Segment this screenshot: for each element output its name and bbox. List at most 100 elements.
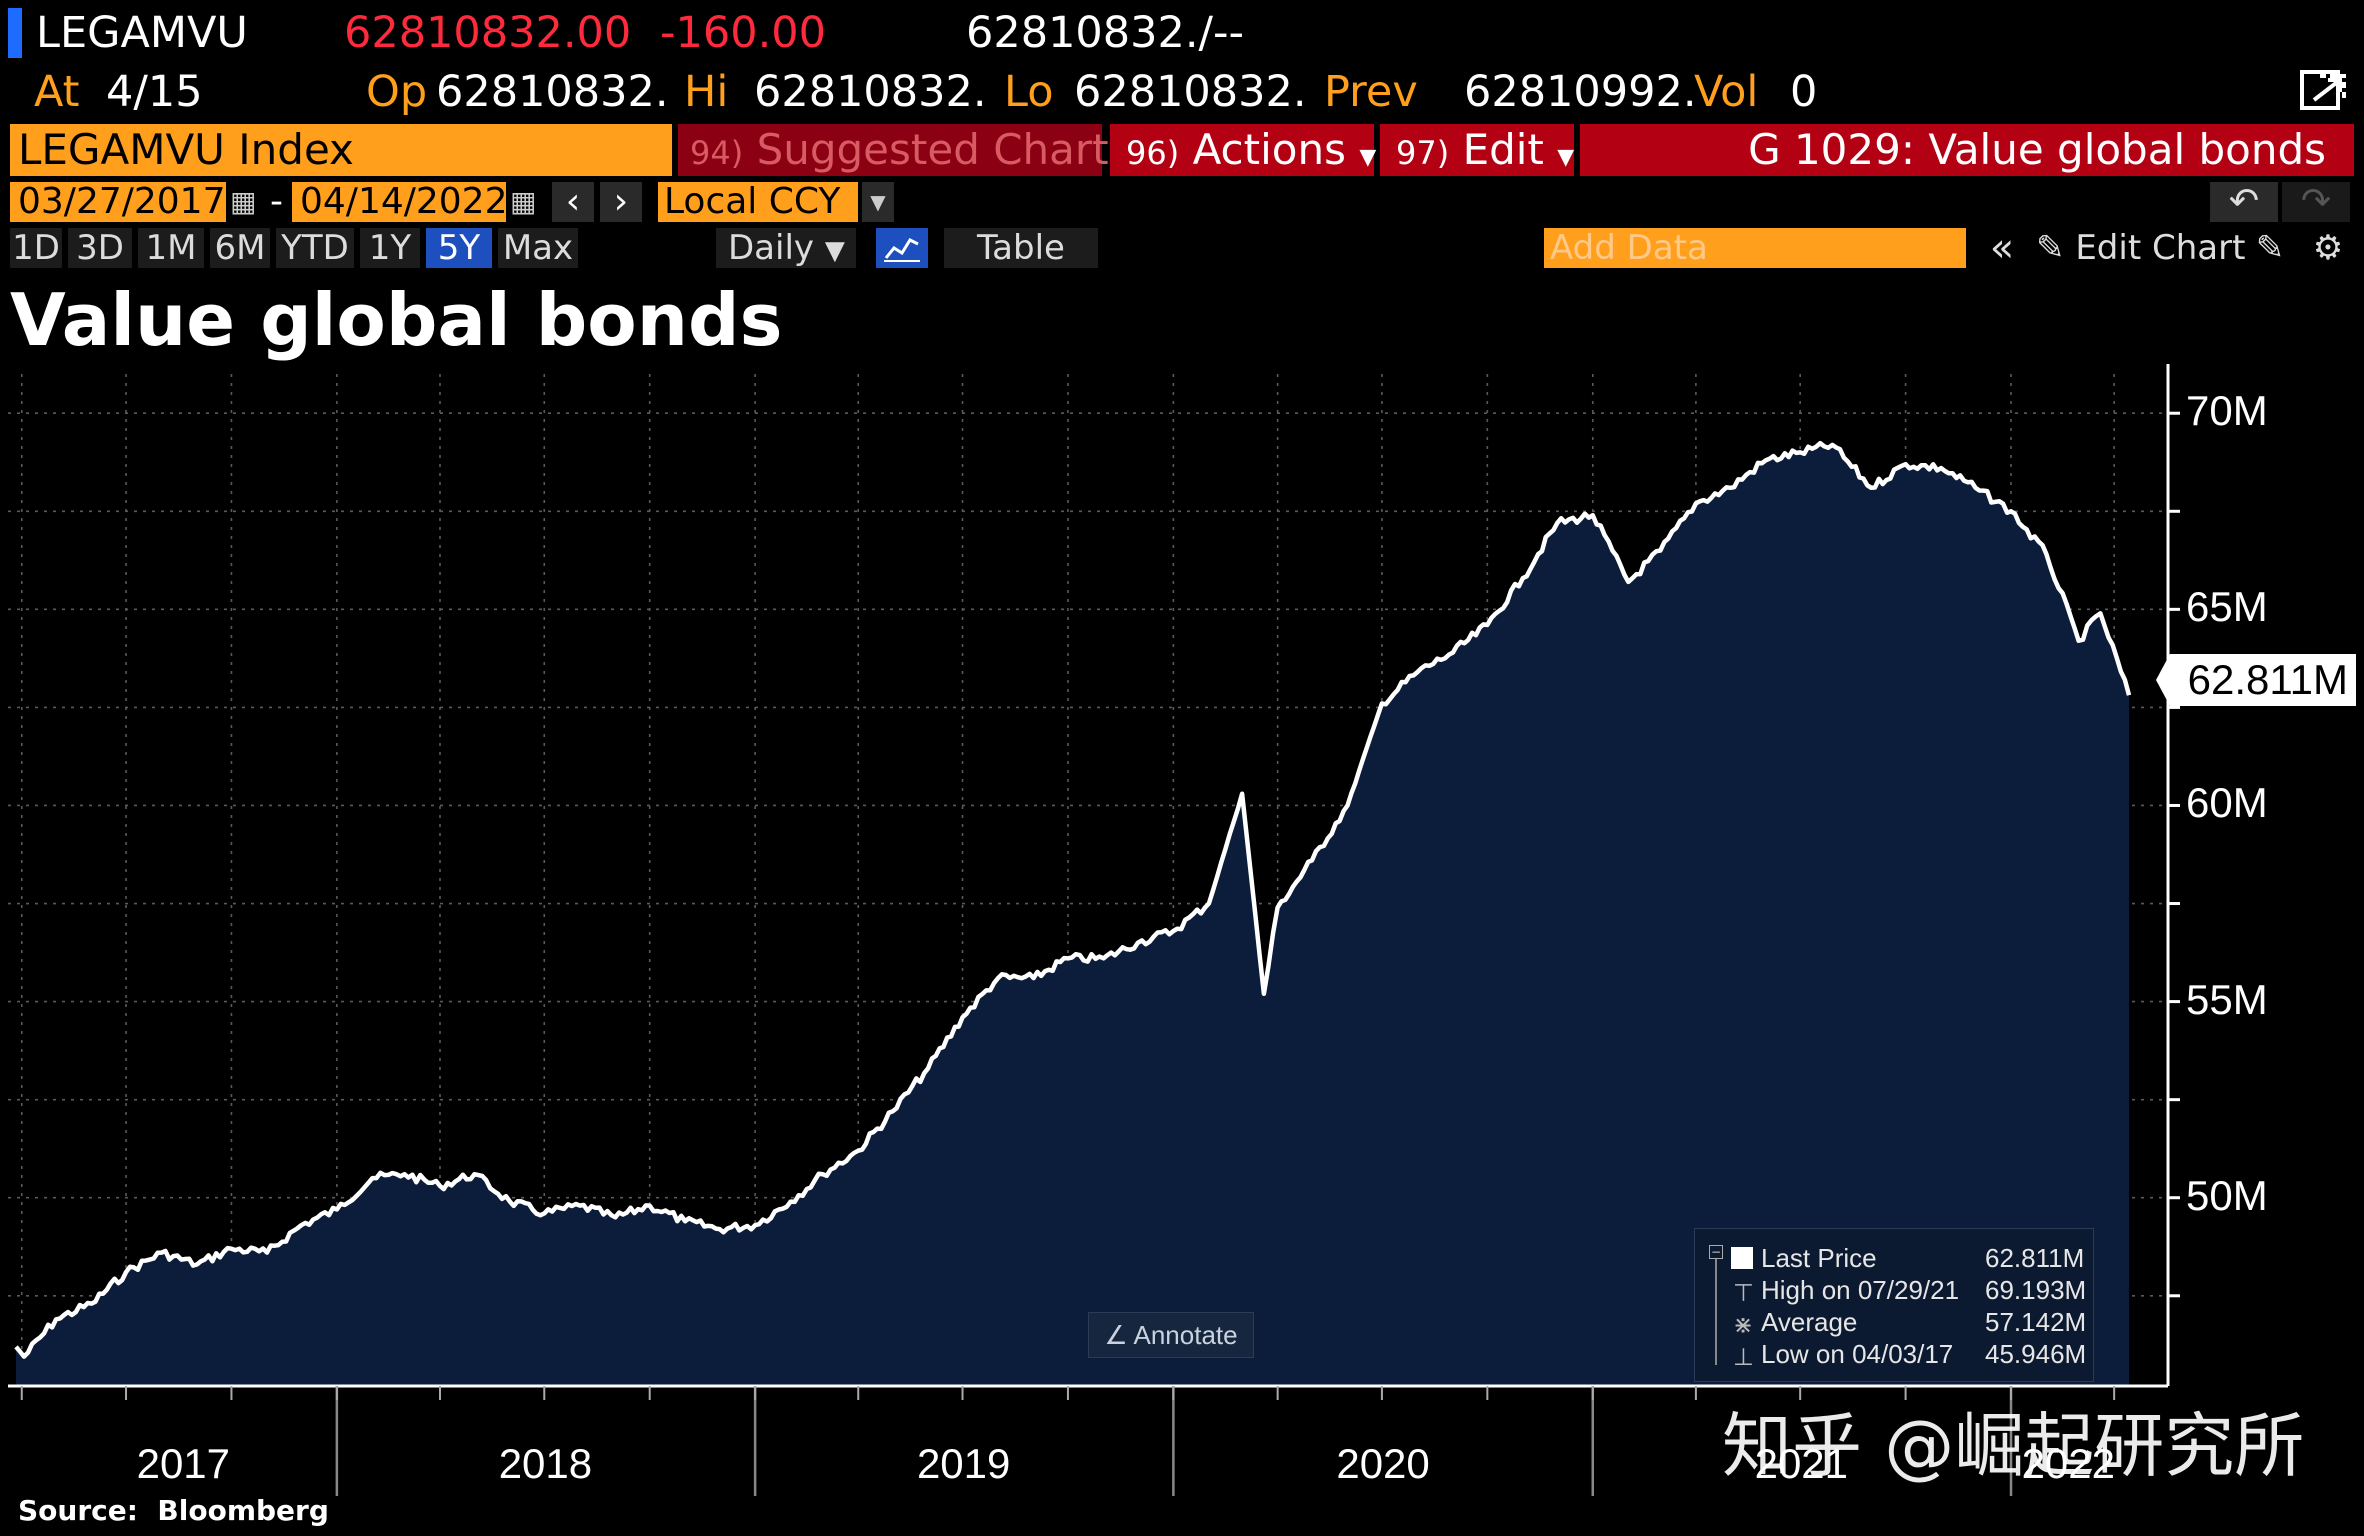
currency-caret-icon[interactable]: ▼ xyxy=(862,182,894,222)
bid-ask: 62810832./-- xyxy=(966,8,1245,58)
x-tick-label: 2021 xyxy=(1754,1440,1849,1487)
legend-value-average: 57.142M xyxy=(1985,1307,2087,1337)
collapse-legend-icon[interactable]: − xyxy=(1709,1245,1723,1259)
frequency-select[interactable]: Daily ▼ xyxy=(716,228,856,268)
annotate-button[interactable]: ∠ Annotate xyxy=(1088,1312,1254,1358)
period-tab-1y[interactable]: 1Y xyxy=(360,228,420,268)
chart-title: Value global bonds xyxy=(10,278,783,362)
table-button-label: Table xyxy=(977,228,1065,268)
last-price: 62810832.00 xyxy=(344,8,632,58)
period-tab-3d[interactable]: 3D xyxy=(68,228,132,268)
popout-icon[interactable] xyxy=(2298,66,2350,118)
start-calendar-icon[interactable]: ▦ xyxy=(230,185,257,218)
settings-gear-icon[interactable]: ⚙ xyxy=(2312,228,2344,268)
last-price-flag-pointer xyxy=(2156,654,2170,706)
suggested-charts-number: 94) xyxy=(690,134,744,172)
edit-chart-label: Edit Chart xyxy=(2075,228,2246,268)
period-tab-5y[interactable]: 5Y xyxy=(426,228,492,268)
legend-label-high: High on 07/29/21 xyxy=(1761,1275,1960,1305)
y-tick-label: 55M xyxy=(2186,975,2268,1023)
legend-box: − ⊤ ⋇ ⊥ Last Price 62.811M High on 07/29… xyxy=(1694,1228,2094,1382)
next-period-button[interactable]: › xyxy=(600,182,642,222)
prev-label: Prev xyxy=(1324,67,1418,117)
lo-value: 62810832. xyxy=(1074,67,1307,117)
edit-caret-icon: ▼ xyxy=(1557,145,1575,170)
legend-value-high: 69.193M xyxy=(1985,1275,2087,1305)
vol-label: Vol xyxy=(1694,67,1759,117)
prev-value: 62810992. xyxy=(1464,67,1697,117)
x-tick-label: 2019 xyxy=(916,1440,1011,1487)
hi-value: 62810832. xyxy=(754,67,987,117)
period-tab-6m[interactable]: 6M xyxy=(210,228,270,268)
at-date: 4/15 xyxy=(106,67,203,117)
line-chart-toggle[interactable] xyxy=(876,228,928,268)
actions-menu[interactable]: 96) Actions ▼ xyxy=(1110,124,1377,176)
period-tabs: 1D 3D 1M 6M YTD 1Y 5Y Max xyxy=(10,228,710,268)
chart-id-label: G 1029: Value global bonds xyxy=(1748,125,2326,174)
legend-value-last: 62.811M xyxy=(1985,1243,2085,1273)
edit-menu[interactable]: 97) Edit ▼ xyxy=(1380,124,1574,176)
chart-id-bar: G 1029: Value global bonds xyxy=(1580,124,2354,176)
last-price-swatch xyxy=(1731,1247,1753,1269)
frequency-text: Daily xyxy=(728,228,815,268)
start-date-text: 03/27/2017 xyxy=(18,181,226,222)
actions-number: 96) xyxy=(1126,134,1180,172)
collapse-left-icon[interactable]: « xyxy=(1989,225,2015,271)
x-tick-label: 2020 xyxy=(1336,1440,1430,1487)
period-tab-ytd[interactable]: YTD xyxy=(276,228,354,268)
actions-caret-icon: ▼ xyxy=(1359,145,1377,170)
x-tick-label: 2018 xyxy=(498,1440,593,1487)
series-line xyxy=(14,440,2132,1359)
line-chart-icon xyxy=(884,238,920,262)
end-date-text: 04/14/2022 xyxy=(300,181,508,222)
currency-select[interactable]: Local CCY xyxy=(658,182,858,222)
actions-label: Actions xyxy=(1192,125,1346,174)
annotate-icon: ∠ xyxy=(1104,1320,1128,1350)
start-date-field[interactable]: 03/27/2017 xyxy=(10,182,226,222)
y-tick-label: 50M xyxy=(2186,1171,2268,1219)
at-label: At xyxy=(34,67,80,117)
x-tick-label: 2017 xyxy=(136,1440,231,1487)
ticker-symbol: LEGAMVU xyxy=(36,8,248,58)
legend-label-low: Low on 04/03/17 xyxy=(1761,1339,1954,1369)
legend-value-low: 45.946M xyxy=(1985,1339,2087,1369)
low-marker-icon: ⊥ xyxy=(1733,1343,1754,1371)
op-label: Op xyxy=(366,67,428,117)
period-tab-max[interactable]: Max xyxy=(498,228,578,268)
average-marker-icon: ⋇ xyxy=(1733,1311,1754,1339)
legend-label-last: Last Price xyxy=(1761,1243,1877,1273)
x-tick-label: 2022 xyxy=(2021,1440,2116,1487)
suggested-charts-label: Suggested Charts xyxy=(756,125,1131,174)
hi-label: Hi xyxy=(684,67,729,117)
watermark: 知乎 @崛起研究所 xyxy=(1722,1405,2305,1487)
edit-chart-button[interactable]: ✎ Edit Chart xyxy=(2036,228,2245,268)
y-tick-label: 65M xyxy=(2186,583,2268,631)
add-data-input[interactable] xyxy=(1544,228,1966,268)
edit-label: Edit xyxy=(1462,125,1544,174)
date-separator: - xyxy=(270,181,283,222)
security-field[interactable]: LEGAMVU Index xyxy=(10,124,672,176)
edit-number: 97) xyxy=(1396,134,1450,172)
security-field-text: LEGAMVU Index xyxy=(18,125,354,174)
prev-period-button[interactable]: ‹ xyxy=(552,182,594,222)
y-tick-label: 70M xyxy=(2186,387,2268,435)
period-tab-1d[interactable]: 1D xyxy=(10,228,62,268)
redo-button[interactable]: ↷ xyxy=(2282,182,2350,222)
legend-label-average: Average xyxy=(1761,1307,1858,1337)
annotate-label: Annotate xyxy=(1133,1320,1238,1350)
pencil-icon: ✎ xyxy=(2036,228,2065,268)
period-tab-1m[interactable]: 1M xyxy=(138,228,204,268)
frequency-caret-icon: ▼ xyxy=(824,236,845,266)
end-calendar-icon[interactable]: ▦ xyxy=(510,185,537,218)
currency-select-text: Local CCY xyxy=(664,181,841,222)
lo-label: Lo xyxy=(1004,67,1054,117)
legend-tree-line xyxy=(1715,1253,1717,1365)
y-tick-label: 60M xyxy=(2186,779,2268,827)
table-button[interactable]: Table xyxy=(944,228,1098,268)
end-date-field[interactable]: 04/14/2022 xyxy=(292,181,508,222)
undo-button[interactable]: ↶ xyxy=(2210,182,2278,222)
high-marker-icon: ⊤ xyxy=(1733,1279,1754,1307)
edit-drawing-icon[interactable]: ✎ xyxy=(2255,228,2285,268)
suggested-charts-button[interactable]: 94) Suggested Charts xyxy=(678,124,1131,176)
op-value: 62810832. xyxy=(436,67,669,117)
